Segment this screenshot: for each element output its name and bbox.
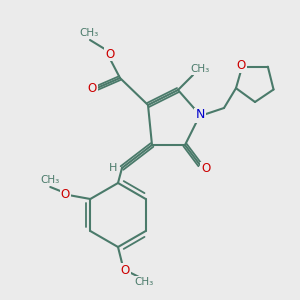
Text: O: O [201, 163, 211, 176]
Text: O: O [105, 47, 115, 61]
Text: CH₃: CH₃ [41, 175, 60, 185]
Text: CH₃: CH₃ [80, 28, 99, 38]
Text: O: O [61, 188, 70, 200]
Text: CH₃: CH₃ [190, 64, 210, 74]
Text: CH₃: CH₃ [134, 277, 154, 287]
Text: O: O [236, 59, 246, 72]
Text: O: O [87, 82, 97, 94]
Text: H: H [109, 163, 117, 173]
Text: O: O [120, 263, 130, 277]
Text: N: N [195, 109, 205, 122]
